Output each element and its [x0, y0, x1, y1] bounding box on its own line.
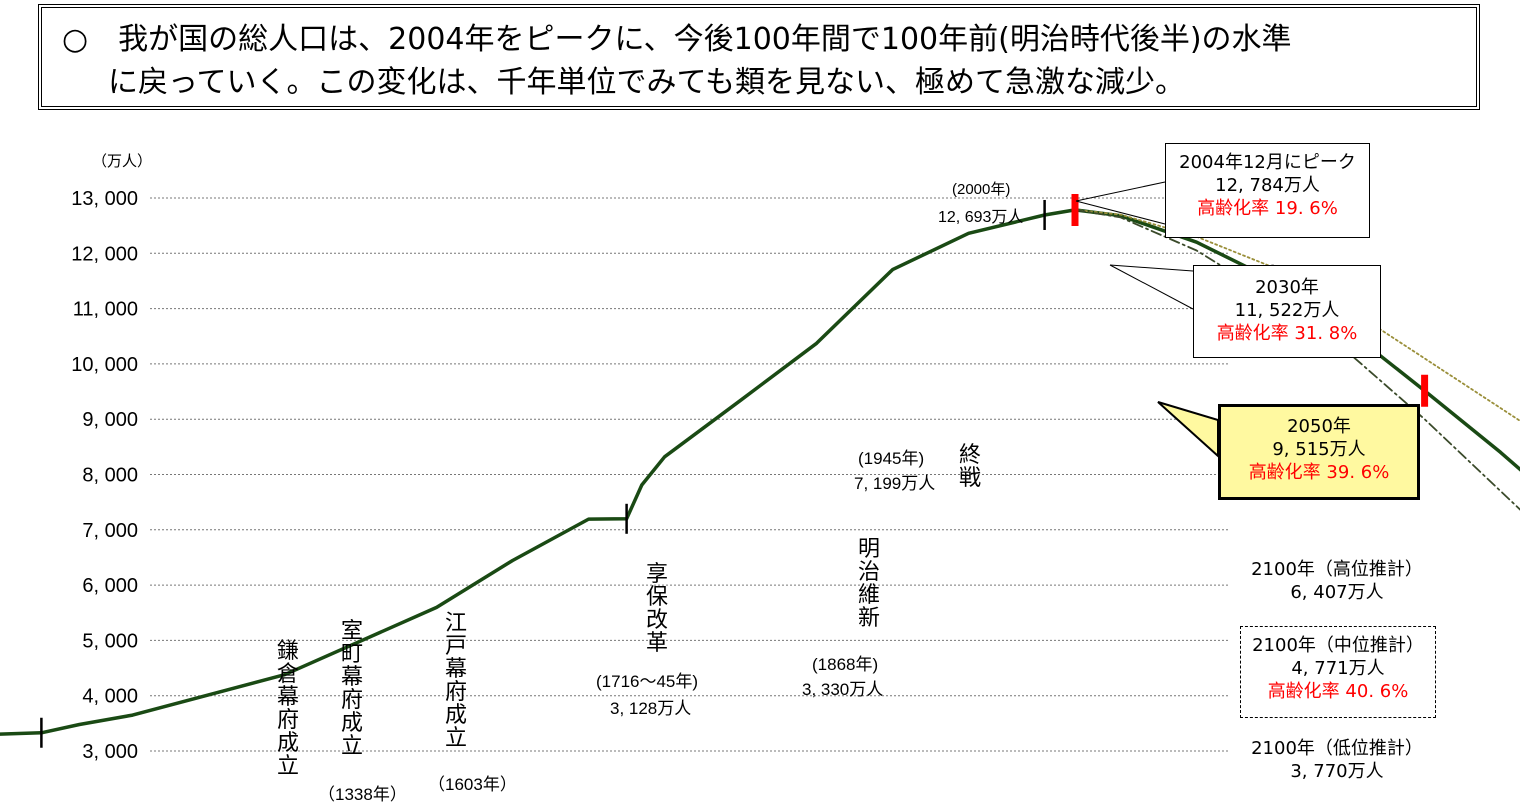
y-tick-label-10000: 10, 000 — [71, 354, 138, 376]
y2030-pointer-2 — [1109, 264, 1194, 310]
y-tick-label-6000: 6, 000 — [82, 575, 138, 597]
callout-2100-medium-title: 2100年（中位推計） — [1252, 635, 1424, 656]
label-2100-low-title: 2100年（低位推計） — [1251, 738, 1423, 759]
headline-line-1: ○ 我が国の総人口は、2004年をピークに、今後100年間で100年前(明治時代… — [62, 22, 1292, 57]
y2050-pointer — [1157, 401, 1219, 459]
y-axis-unit-label: （万人） — [92, 153, 153, 170]
y-tick-label-3000: 3, 000 — [82, 741, 138, 763]
peak-pointer-2 — [1075, 200, 1166, 225]
callout-2030-aging: 高齢化率 31. 8% — [1216, 323, 1358, 344]
headline-box: ○ 我が国の総人口は、2004年をピークに、今後100年間で100年前(明治時代… — [38, 4, 1480, 110]
annotation-2000-year: (2000年) — [952, 181, 1011, 198]
y-tick-label-12000: 12, 000 — [71, 243, 138, 265]
callout-2100-medium-aging: 高齢化率 40. 6% — [1267, 681, 1409, 702]
annotation-meiji: 明治維新 — [857, 537, 880, 631]
callout-peak-title: 2004年12月にピーク — [1179, 152, 1356, 173]
annotation-meiji-pop: 3, 330万人 — [802, 680, 884, 699]
callout-2050: 2050年 9, 515万人 高齢化率 39. 6% — [1218, 404, 1420, 500]
annotation-1945-year: (1945年) — [858, 449, 925, 468]
annotation-edo-year: （1603年） — [428, 775, 517, 794]
headline-line-2: に戻っていく。この変化は、千年単位でみても類を見ない、極めて急激な減少。 — [108, 65, 1185, 100]
annotation-2000-pop: 12, 693万人 — [938, 209, 1024, 226]
y-tick-label-5000: 5, 000 — [82, 630, 138, 652]
callout-peak-pop: 12, 784万人 — [1215, 175, 1320, 196]
label-2100-low-pop: 3, 770万人 — [1290, 761, 1384, 782]
y-tick-label-11000: 11, 000 — [73, 299, 138, 321]
series-line-high_estimate — [1074, 209, 1520, 422]
callout-2050-year: 2050年 — [1287, 416, 1351, 437]
annotation-kyoho: 享保改革 — [645, 562, 668, 656]
annotation-meiji-year: (1868年) — [812, 655, 879, 674]
annotation-1945-pop: 7, 199万人 — [854, 474, 936, 493]
y-axis: 13, 000 12, 000 11, 000 10, 000 9, 000 8, 000… — [71, 188, 138, 763]
callout-2050-aging: 高齢化率 39. 6% — [1248, 462, 1390, 483]
label-2100-high-pop: 6, 407万人 — [1290, 582, 1384, 603]
callout-2030-year: 2030年 — [1255, 277, 1319, 298]
annotation-kamakura: 鎌倉幕府成立 — [276, 639, 299, 779]
y2030-pointer-1 — [1109, 264, 1194, 272]
callout-peak-aging: 高齢化率 19. 6% — [1197, 198, 1338, 219]
callout-2100-medium-pop: 4, 771万人 — [1291, 658, 1385, 679]
callout-2030-pop: 11, 522万人 — [1234, 300, 1340, 321]
annotation-end-of-war: 終戦 — [958, 443, 981, 491]
series-line-low_estimate — [1074, 209, 1520, 511]
annotation-kyoho-year: (1716～45年) — [596, 672, 699, 691]
population-chart: 13, 000 12, 000 11, 000 10, 000 9, 000 8, 000… — [0, 181, 1520, 763]
y-tick-label-9000: 9, 000 — [82, 409, 138, 431]
callout-2100-medium: 2100年（中位推計） 4, 771万人 高齢化率 40. 6% — [1240, 626, 1436, 718]
peak-pointer-1 — [1075, 181, 1166, 202]
y-tick-label-13000: 13, 000 — [71, 188, 138, 210]
annotation-muromachi: 室町幕府成立 — [340, 619, 363, 759]
label-2100-high-title: 2100年（高位推計） — [1251, 559, 1423, 580]
callout-2050-pop: 9, 515万人 — [1272, 439, 1366, 460]
y-tick-label-7000: 7, 000 — [82, 520, 138, 542]
callout-peak: 2004年12月にピーク 12, 784万人 高齢化率 19. 6% — [1165, 143, 1370, 238]
y-tick-label-8000: 8, 000 — [82, 465, 138, 487]
label-2100-high: 2100年（高位推計） 6, 407万人 — [1232, 558, 1442, 610]
annotation-edo: 江戸幕府成立 — [444, 611, 467, 751]
y-tick-label-4000: 4, 000 — [82, 686, 138, 708]
annotation-muromachi-year: （1338年） — [318, 785, 407, 804]
callout-2030: 2030年 11, 522万人 高齢化率 31. 8% — [1193, 265, 1381, 358]
annotation-kyoho-pop: 3, 128万人 — [610, 699, 692, 718]
label-2100-low: 2100年（低位推計） 3, 770万人 — [1232, 737, 1442, 789]
callout-pointers — [1075, 181, 1219, 459]
